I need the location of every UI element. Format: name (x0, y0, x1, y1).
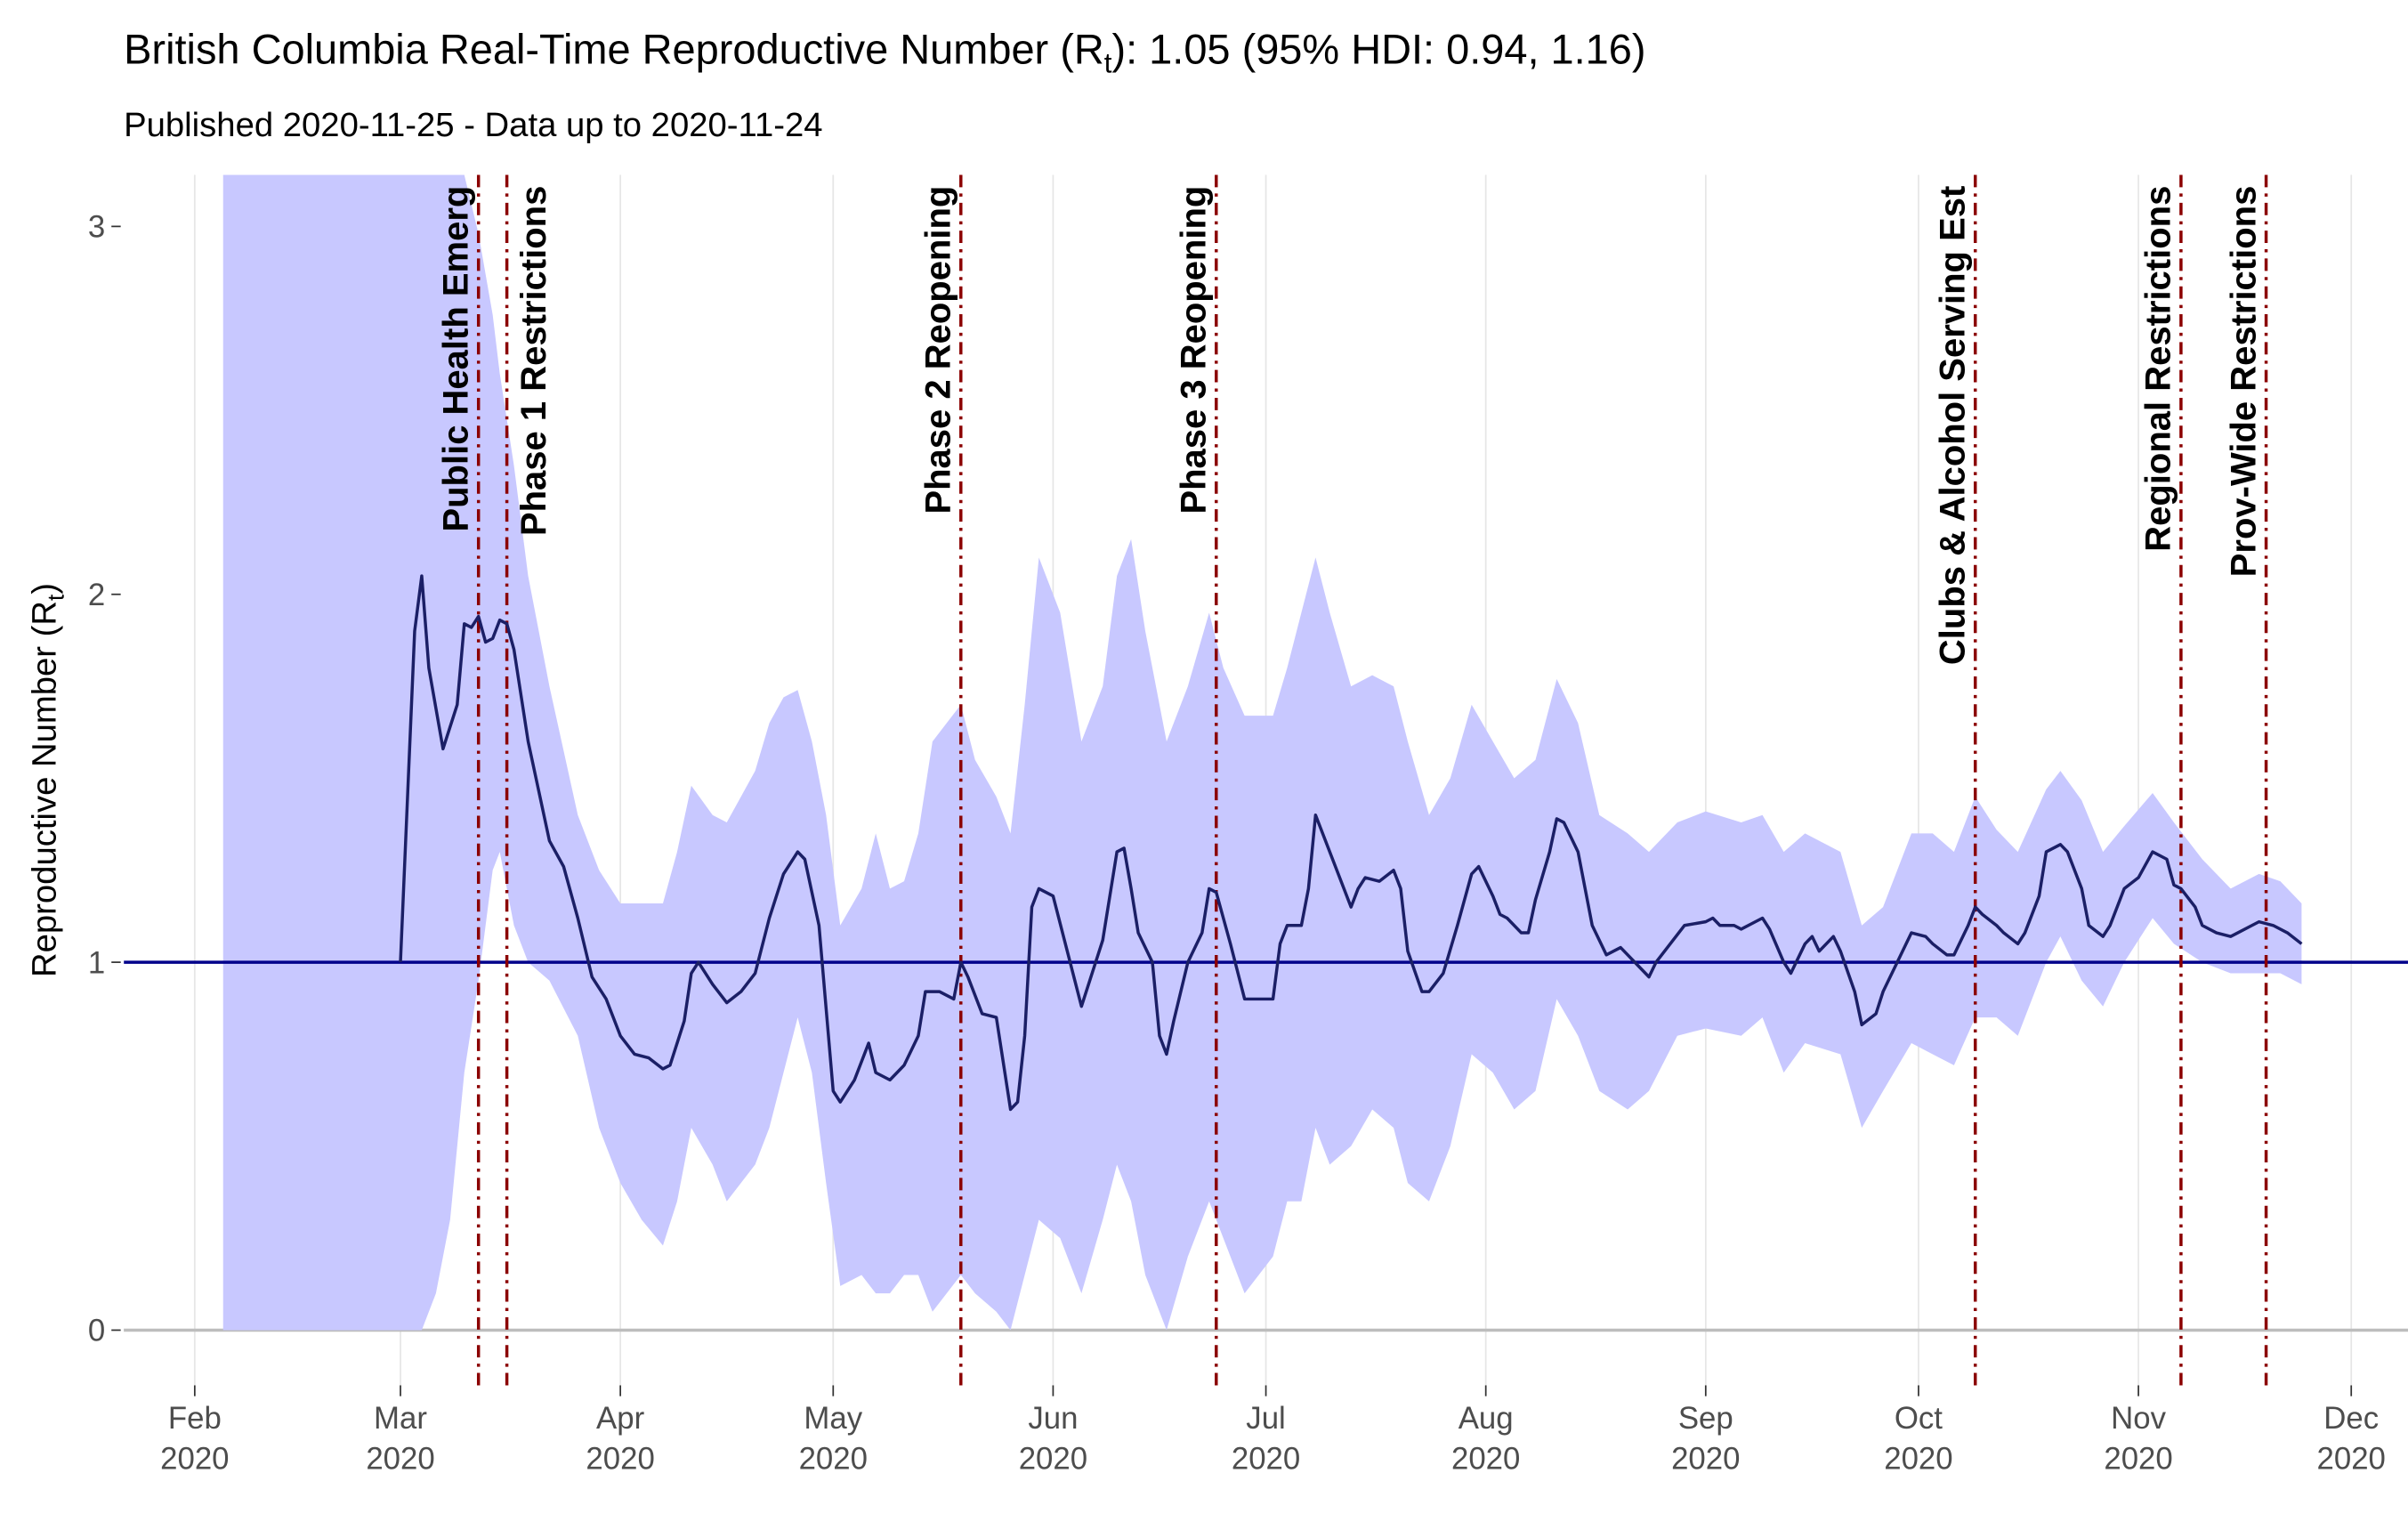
title-text: British Columbia Real-Time Reproductive … (124, 25, 1104, 72)
x-tick-label: Nov 2020 (2104, 1402, 2173, 1477)
credible-band (222, 174, 2302, 1331)
x-tick-label: Apr 2020 (586, 1402, 655, 1477)
x-tick-label: Sep 2020 (1671, 1402, 1741, 1477)
y-label-subscript: t (42, 594, 69, 601)
title-subscript: t (1104, 48, 1112, 79)
rt-line (399, 574, 2303, 1112)
x-tick-label: Feb 2020 (160, 1402, 230, 1477)
event-label: Clubs & Alcohol Serving Est (1934, 186, 1973, 665)
x-tick-label: Dec 2020 (2316, 1402, 2386, 1477)
y-tick-label: 2 (88, 579, 105, 612)
y-axis-label: Reproductive Number (Rt) (26, 583, 69, 977)
y-tick-label: 3 (88, 211, 105, 245)
chart-title: British Columbia Real-Time Reproductive … (124, 25, 1645, 78)
x-tick-label: Mar 2020 (366, 1402, 435, 1477)
event-label: Regional Restrictions (2139, 186, 2178, 552)
x-tick-label: Oct 2020 (1884, 1402, 1953, 1477)
event-label: Phase 1 Restrictions (514, 186, 554, 536)
x-tick-label: Aug 2020 (1450, 1402, 1521, 1477)
axes: 0 1 2 3 Public Health Emerg Phase 1 Restricti… (88, 186, 2353, 1396)
y-label-text: ) (26, 583, 64, 595)
chart-subtitle: Published 2020-11-25 - Data up to 2020-1… (124, 106, 822, 144)
y-tick-label: 1 (88, 946, 105, 980)
event-label: Prov-Wide Restrictions (2224, 186, 2263, 578)
event-label: Public Health Emerg (437, 186, 476, 532)
event-label: Phase 3 Reopening (1175, 186, 1214, 514)
y-tick-label: 0 (88, 1315, 105, 1348)
x-tick-label: May 2020 (798, 1402, 868, 1477)
plot-area (124, 174, 2408, 1386)
event-label: Phase 2 Reopening (919, 186, 958, 514)
title-text: ): 1.05 (95% HDI: 0.94, 1.16) (1111, 25, 1645, 72)
x-tick-label: Jun 2020 (1018, 1402, 1088, 1477)
x-tick-label: Jul 2020 (1231, 1402, 1301, 1477)
y-label-text: Reproductive Number (R (26, 601, 64, 977)
